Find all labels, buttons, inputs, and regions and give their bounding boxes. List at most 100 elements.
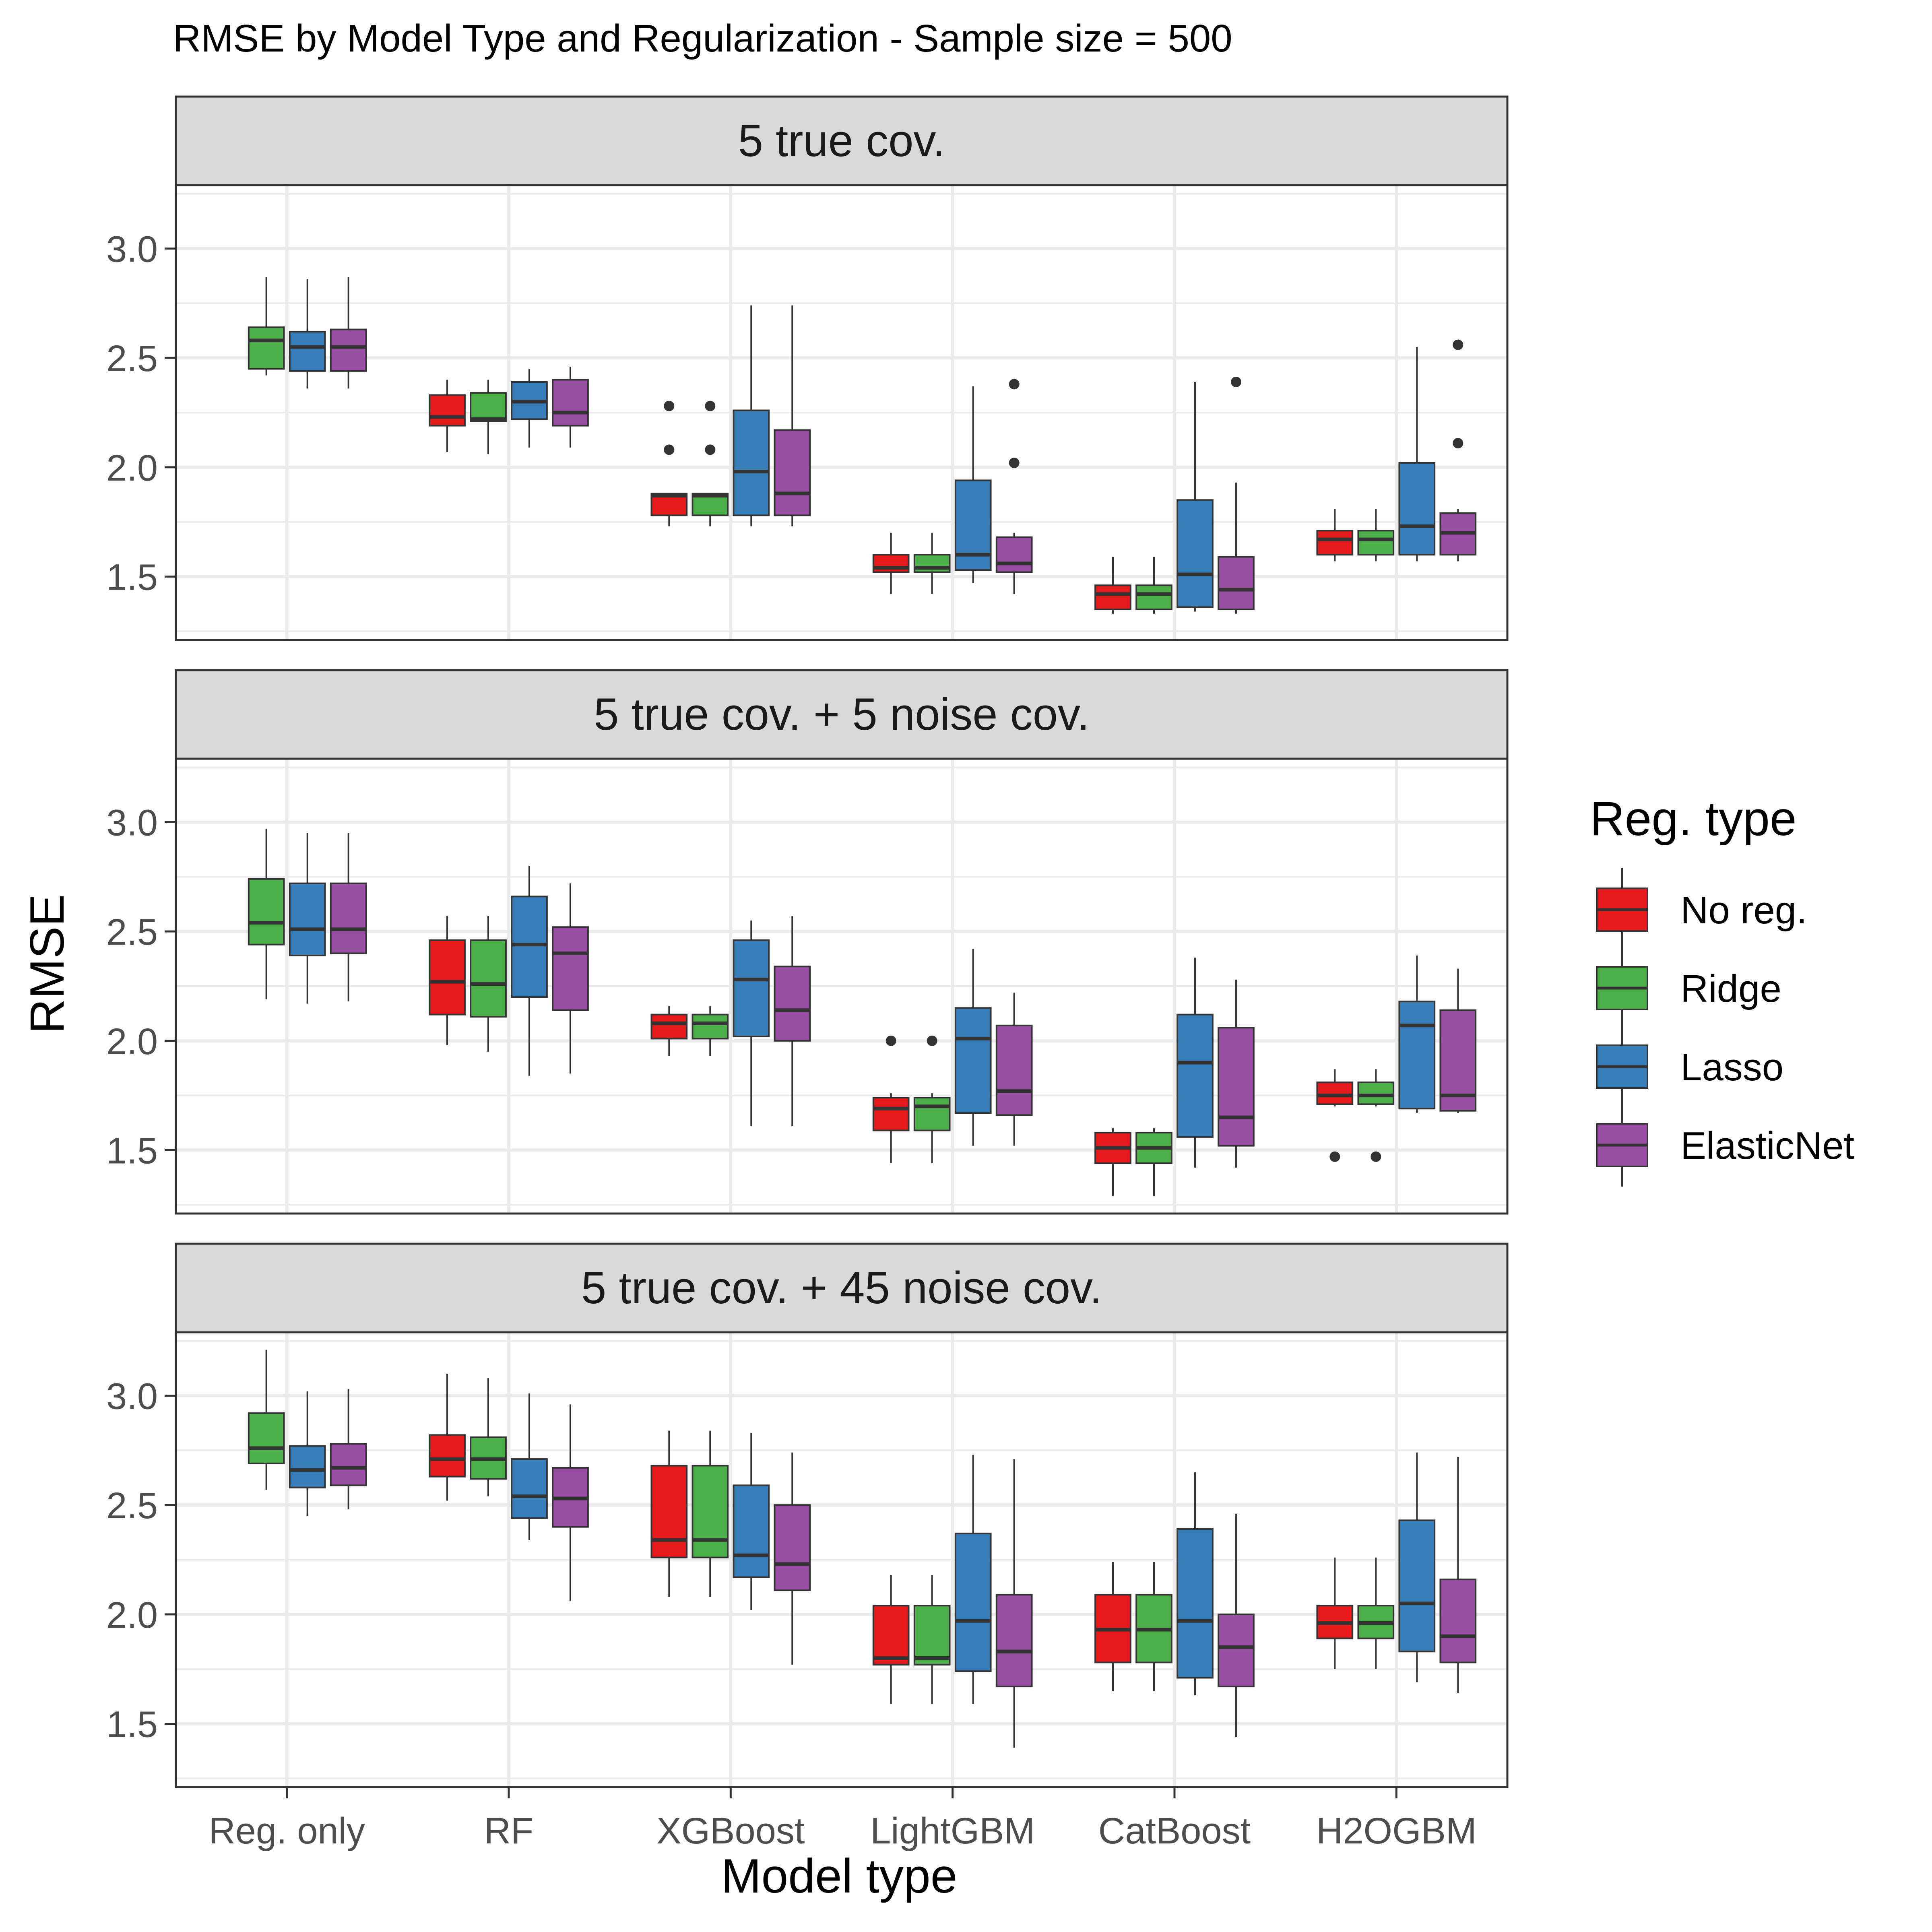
y-tick-label: 3.0 [106, 1376, 158, 1417]
y-tick-label: 1.5 [106, 1130, 158, 1171]
box-group [429, 866, 589, 1076]
y-tick-label: 2.5 [106, 912, 158, 953]
box-iqr [1094, 584, 1131, 610]
x-axis: Reg. only RF XGBoost LightGBM CatBoost H2OGBM [208, 1787, 1477, 1852]
legend-label: Lasso [1680, 1046, 1783, 1089]
box-group [248, 1350, 367, 1516]
outlier-point [705, 444, 716, 455]
box-group [650, 1430, 811, 1665]
box-iqr [1439, 1578, 1477, 1664]
y-tick-label: 2.0 [106, 1021, 158, 1062]
box-iqr [289, 330, 326, 372]
y-tick-label: 1.5 [106, 1704, 158, 1745]
legend-label: ElasticNet [1680, 1124, 1854, 1167]
facet-strip-label: 5 true cov. + 45 noise cov. [581, 1263, 1102, 1313]
box-iqr [1398, 1001, 1436, 1110]
legend-item: Lasso [1596, 1025, 1783, 1108]
box-group [1316, 339, 1477, 561]
box-iqr [289, 882, 326, 956]
box-iqr [1398, 1519, 1436, 1653]
panels-group: 5 true cov.1.52.02.53.05 true cov. + 5 n… [106, 95, 1509, 1788]
panel-border [175, 184, 1509, 641]
y-tick-label: 2.0 [106, 448, 158, 489]
box-iqr [470, 939, 507, 1018]
box-iqr [511, 1458, 548, 1519]
box-iqr [1218, 1613, 1255, 1688]
box-iqr [1316, 1082, 1354, 1105]
box-group [872, 949, 1033, 1164]
x-axis-label: Model type [721, 1849, 958, 1903]
box-iqr [954, 1532, 992, 1672]
box-group [248, 828, 367, 1004]
box-iqr [552, 379, 589, 427]
box-iqr [774, 429, 811, 516]
outlier-point [927, 1035, 937, 1046]
y-tick-label: 2.5 [106, 1485, 158, 1526]
box-iqr [511, 896, 548, 998]
box-iqr [552, 926, 589, 1011]
outlier-point [1371, 1151, 1381, 1162]
y-tick-label: 2.5 [106, 338, 158, 379]
box-iqr [1177, 1013, 1214, 1138]
box-iqr [733, 409, 770, 516]
box-iqr [691, 1013, 729, 1040]
box-iqr [913, 1097, 951, 1131]
panel-2: 5 true cov. + 5 noise cov. 1.5 2.0 2.5 3.0 [106, 669, 1509, 1215]
box-group [248, 277, 367, 389]
box-iqr [774, 1504, 811, 1591]
legend-label: Ridge [1680, 967, 1781, 1010]
x-tick-label: CatBoost [1098, 1810, 1251, 1852]
box-iqr [1177, 1528, 1214, 1679]
box-group [872, 1455, 1033, 1748]
box-iqr [1316, 530, 1354, 556]
box-group [1094, 376, 1255, 614]
outlier-point [886, 1035, 896, 1046]
box-group [429, 366, 589, 454]
box-iqr [248, 878, 285, 945]
x-tick-label: H2OGBM [1316, 1810, 1477, 1852]
y-tick-label: 1.5 [106, 557, 158, 598]
outlier-point [1453, 339, 1463, 350]
box-iqr [330, 882, 367, 954]
box-iqr [733, 939, 770, 1037]
box-group [872, 379, 1033, 594]
box-iqr [429, 1434, 466, 1478]
box-iqr [470, 392, 507, 422]
x-tick-label: RF [484, 1810, 534, 1852]
outlier-point [705, 400, 716, 411]
box-iqr [650, 1465, 688, 1558]
box-iqr [1357, 530, 1395, 556]
box-iqr [1398, 462, 1436, 556]
box-iqr [248, 1412, 285, 1464]
legend-label: No reg. [1680, 889, 1807, 932]
box-group [650, 916, 811, 1126]
box-iqr [1218, 556, 1255, 610]
outlier-point [1329, 1151, 1340, 1162]
box-iqr [429, 394, 466, 427]
box-group [429, 1374, 589, 1602]
outlier-point [1230, 376, 1241, 387]
x-tick-label: Reg. only [208, 1810, 365, 1852]
facet-strip [175, 669, 1509, 760]
box-iqr [774, 966, 811, 1042]
box-iqr [330, 328, 367, 372]
outlier-point [1009, 379, 1020, 390]
legend-item: No reg. [1596, 868, 1807, 951]
box-group [1094, 1472, 1255, 1737]
box-iqr [1218, 1027, 1255, 1147]
box-iqr [691, 1465, 729, 1558]
box-iqr [995, 536, 1033, 573]
panel-border [175, 1331, 1509, 1788]
box-iqr [995, 1024, 1033, 1116]
box-iqr [872, 1097, 910, 1131]
box-iqr [650, 1013, 688, 1040]
box-iqr [733, 1484, 770, 1578]
facet-strip-label: 5 true cov. + 5 noise cov. [594, 689, 1090, 739]
y-tick-label: 2.0 [106, 1595, 158, 1636]
box-iqr [995, 1593, 1033, 1688]
box-iqr [330, 1443, 367, 1486]
box-iqr [1135, 584, 1172, 610]
outlier-point [1453, 438, 1463, 449]
panel-border [175, 758, 1509, 1215]
